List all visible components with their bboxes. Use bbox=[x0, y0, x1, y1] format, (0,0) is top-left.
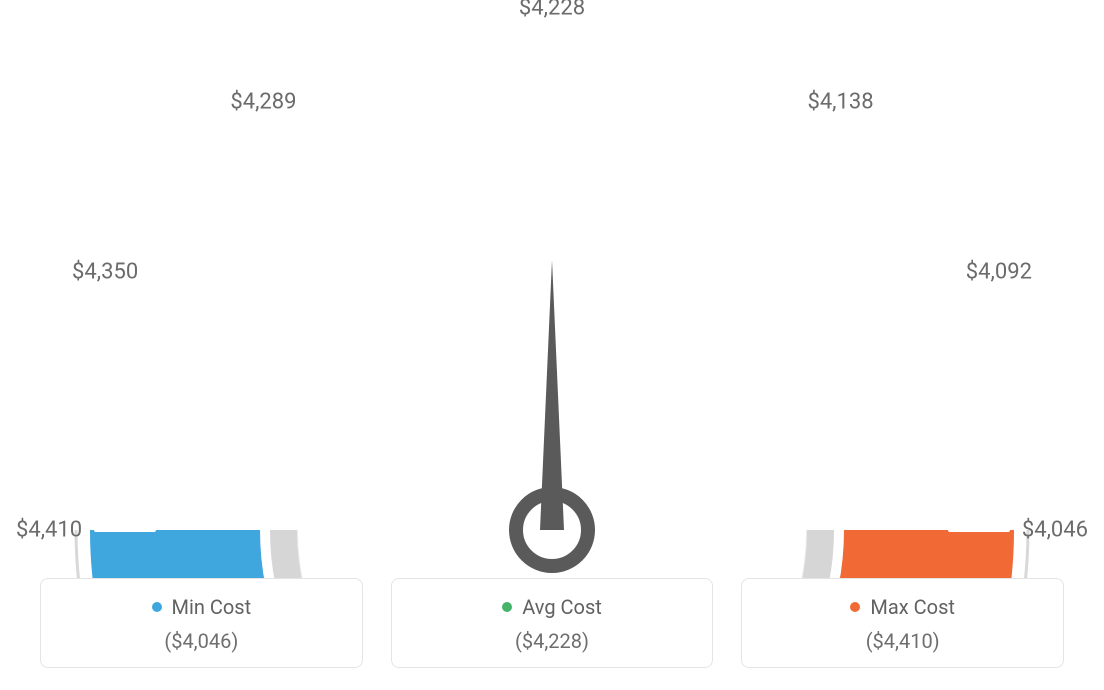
gauge-svg bbox=[42, 30, 1062, 590]
legend-card-avg: Avg Cost ($4,228) bbox=[391, 578, 714, 668]
legend-label-min: Min Cost bbox=[172, 595, 252, 619]
legend-dot-avg bbox=[502, 602, 512, 612]
gauge-tick-label: $4,228 bbox=[519, 0, 585, 21]
gauge-tick-label: $4,410 bbox=[16, 518, 82, 543]
cost-gauge: $4,046$4,092$4,138$4,228$4,289$4,350$4,4… bbox=[42, 30, 1062, 590]
gauge-tick-label: $4,138 bbox=[807, 90, 873, 115]
gauge-tick-label: $4,046 bbox=[1022, 518, 1088, 543]
gauge-tick-label: $4,289 bbox=[230, 90, 296, 115]
legend-card-max: Max Cost ($4,410) bbox=[741, 578, 1064, 668]
legend-card-min: Min Cost ($4,046) bbox=[40, 578, 363, 668]
legend-row: Min Cost ($4,046) Avg Cost ($4,228) Max … bbox=[40, 578, 1064, 668]
legend-value-min: ($4,046) bbox=[51, 629, 352, 653]
gauge-tick-label: $4,350 bbox=[72, 260, 138, 285]
gauge-tick-label: $4,092 bbox=[966, 260, 1032, 285]
legend-value-max: ($4,410) bbox=[752, 629, 1053, 653]
legend-value-avg: ($4,228) bbox=[402, 629, 703, 653]
legend-label-avg: Avg Cost bbox=[522, 595, 602, 619]
legend-dot-min bbox=[152, 602, 162, 612]
legend-label-max: Max Cost bbox=[870, 595, 955, 619]
legend-dot-max bbox=[850, 602, 860, 612]
